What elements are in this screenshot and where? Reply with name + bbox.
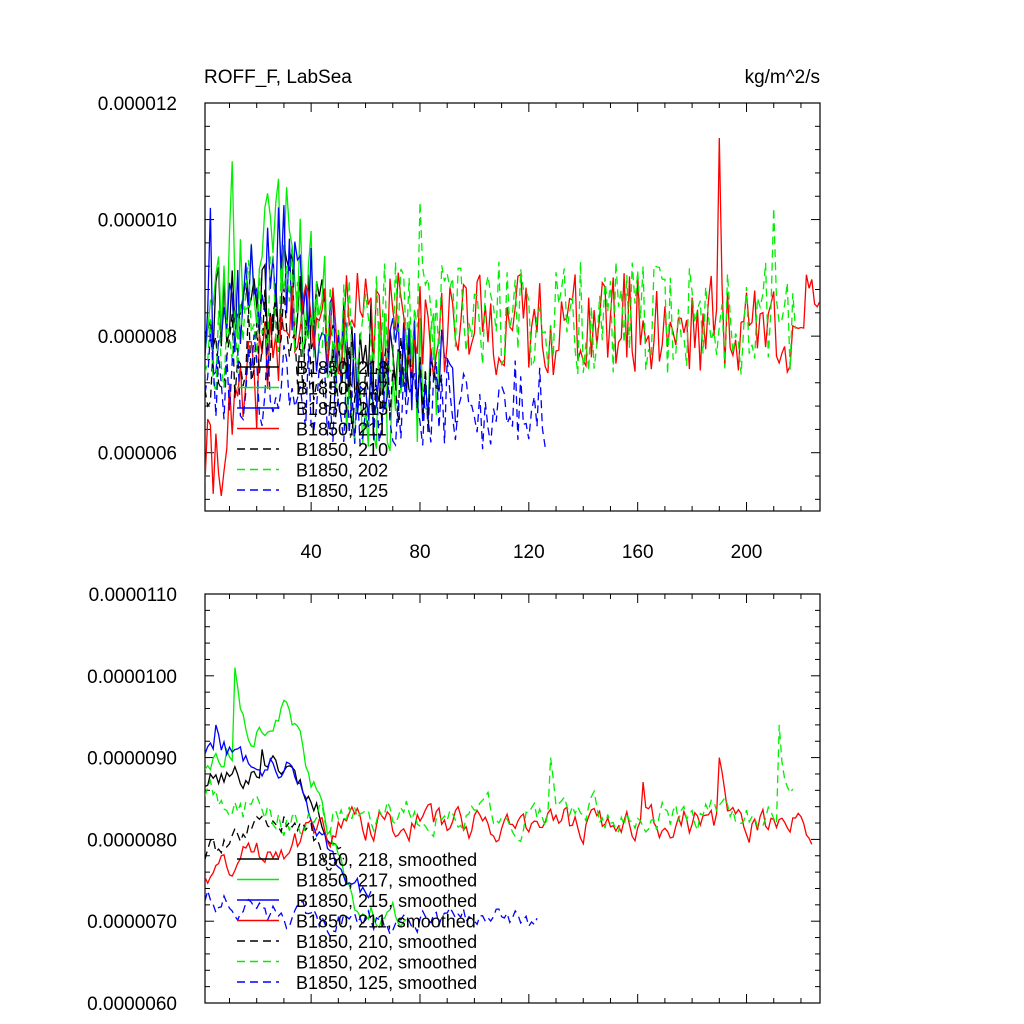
series-line (205, 287, 443, 436)
legend-label: B1850, 202, smoothed (296, 953, 477, 973)
top-panel: ROFF_F, LabSea kg/m^2/s 40 80 120 160 200 0.0… (98, 67, 821, 563)
legend-label: B1850, 217, smoothed (296, 871, 477, 891)
legend-label: B1850, 218, smoothed (296, 850, 477, 870)
series-line (205, 202, 797, 393)
plot-frame (204, 593, 821, 1004)
series-line (205, 667, 407, 929)
series-line (205, 205, 459, 423)
x-tick-label: 80 (409, 542, 430, 563)
x-tick-label: 160 (622, 542, 654, 563)
legend-label: B1850, 125, smoothed (296, 973, 477, 993)
y-tick-label: 0.0000060 (87, 994, 177, 1015)
legend-label: B1850, 210 (296, 440, 388, 460)
series-line (205, 815, 345, 871)
legend-label: B1850, 125 (296, 481, 388, 501)
y-tick-label: 0.0000110 (89, 585, 177, 606)
legend-label: B1850, 211 (296, 420, 387, 440)
y-tick-label: 0.0000090 (87, 749, 177, 770)
legend-label: B1850, 215 (296, 399, 388, 419)
series-line (205, 888, 538, 938)
y-tick-label: 0.000008 (98, 327, 177, 348)
y-tick-label: 0.0000080 (87, 830, 177, 851)
legend-label: B1850, 217 (296, 379, 388, 399)
legend-label: B1850, 211, smoothed (296, 912, 476, 932)
plot-frame (204, 102, 821, 512)
series-line (205, 333, 546, 450)
legend-label: B1850, 215, smoothed (296, 891, 477, 911)
bottom-panel: 0.0000060 0.0000070 0.0000080 0.0000090 0.00… (87, 585, 821, 1015)
series-line (205, 137, 820, 496)
series-line (205, 724, 372, 899)
legend-label: B1850, 210, smoothed (296, 932, 477, 952)
series-line (205, 757, 813, 885)
y-tick-label: 0.000012 (98, 94, 177, 115)
y-tick-label: 0.000010 (98, 211, 177, 232)
x-tick-label: 200 (731, 542, 763, 563)
legend-label: B1850, 202 (296, 461, 388, 481)
legend-label: B1850, 218 (296, 358, 388, 378)
x-tick-label: 40 (301, 542, 322, 563)
units-label: kg/m^2/s (745, 67, 820, 88)
y-tick-label: 0.0000070 (87, 912, 177, 933)
chart-title: ROFF_F, LabSea (204, 67, 352, 88)
series-line (205, 724, 794, 843)
y-tick-label: 0.000006 (98, 444, 177, 465)
y-tick-label: 0.0000100 (87, 667, 177, 688)
x-tick-label: 120 (513, 542, 545, 563)
